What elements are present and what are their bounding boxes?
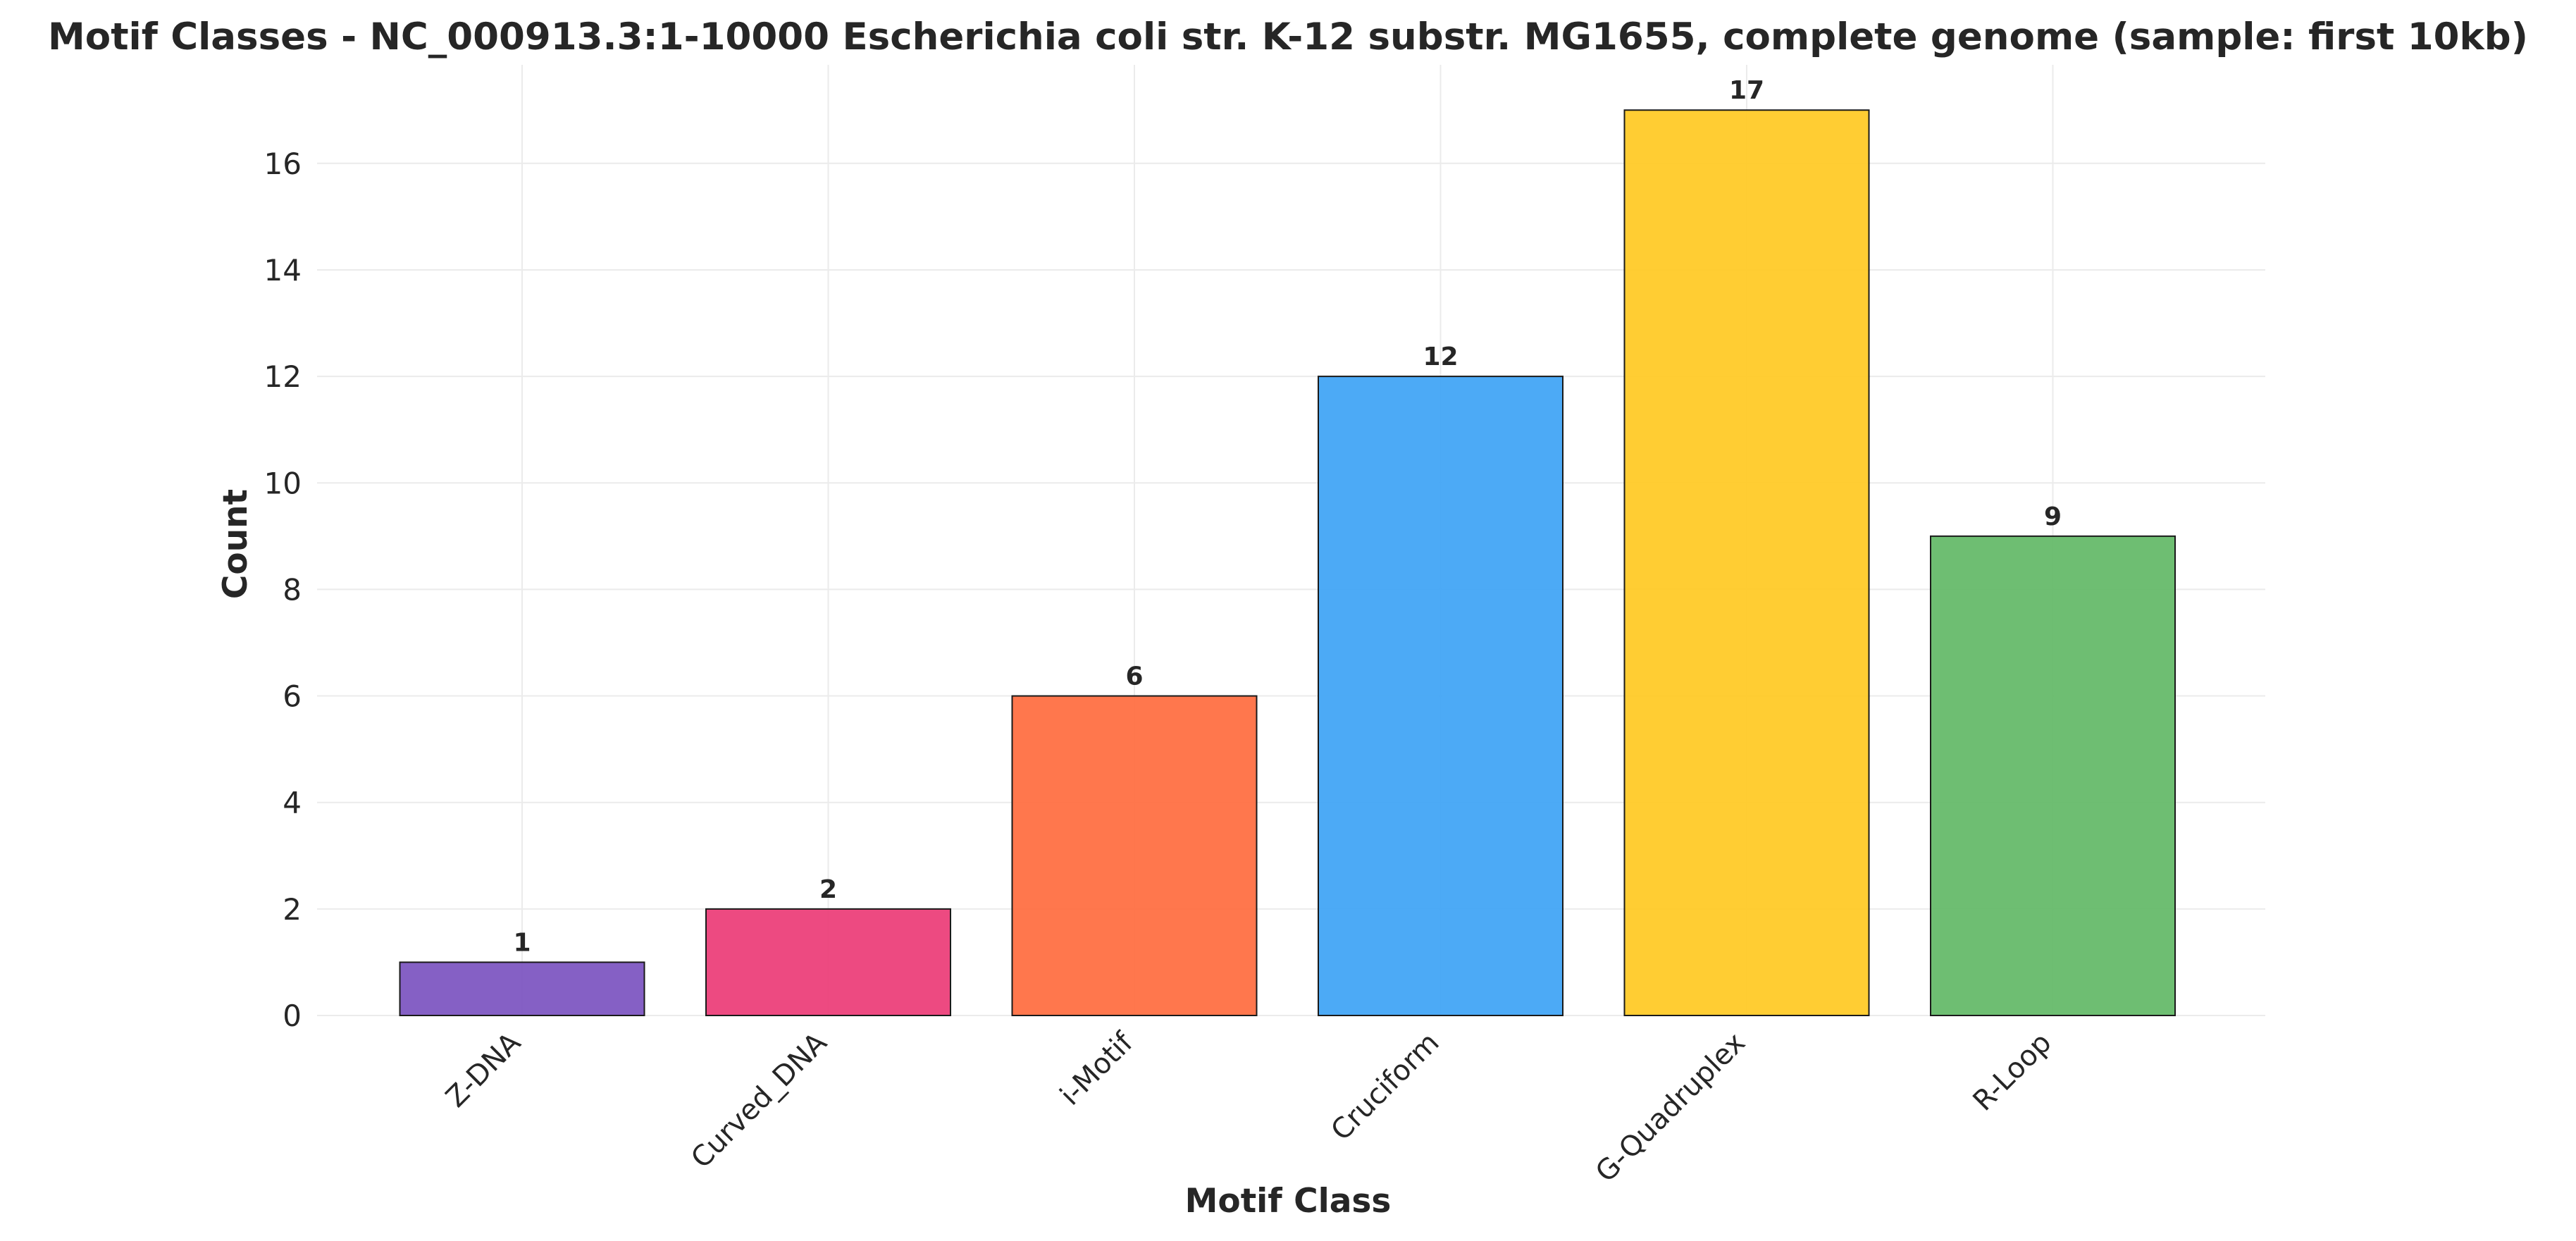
bar-value-label: 17 [1729, 76, 1764, 105]
chart-title: Motif Classes - NC_000913.3:1-10000 Esch… [48, 16, 2528, 58]
bar-value-label: 9 [2044, 502, 2062, 531]
y-tick-label: 14 [264, 253, 302, 288]
x-tick-label: Cruciform [1325, 1027, 1445, 1147]
x-tick-label: G-Quadruplex [1590, 1027, 1752, 1189]
bar-curved-dna [705, 908, 951, 1017]
x-tick-label: i-Motif [1054, 1026, 1140, 1112]
x-tick-label: R-Loop [1967, 1027, 2058, 1118]
y-tick-label: 12 [264, 359, 302, 394]
x-tick-label: Curved_DNA [685, 1026, 834, 1175]
bar-z-dna [399, 961, 645, 1017]
bar-cruciform [1318, 376, 1563, 1016]
bar-value-label: 2 [819, 875, 837, 904]
y-axis-label: Count [216, 489, 255, 599]
y-tick-label: 0 [283, 999, 302, 1033]
y-tick-label: 6 [283, 679, 302, 714]
bar-g-quadruplex [1623, 109, 1870, 1017]
bar-value-label: 12 [1423, 342, 1458, 371]
y-tick-label: 2 [283, 892, 302, 927]
x-tick-label: Z-DNA [440, 1026, 527, 1113]
bars-layer [399, 109, 2176, 1017]
x-axis-label: Motif Class [1185, 1182, 1392, 1221]
bar-value-label: 6 [1125, 662, 1143, 691]
y-tick-label: 4 [283, 786, 302, 820]
bar-value-label: 1 [513, 928, 531, 957]
bar-r-loop [1930, 535, 2176, 1016]
bar-i-motif [1011, 695, 1258, 1016]
y-tick-label: 10 [264, 466, 302, 500]
y-tick-label: 8 [283, 572, 302, 607]
y-tick-label: 16 [264, 147, 302, 181]
